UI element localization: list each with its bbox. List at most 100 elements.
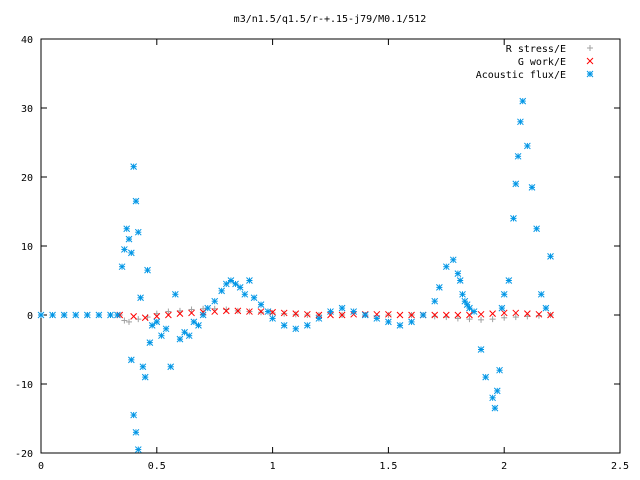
legend: R stress/E G work/E Acoustic flux/E xyxy=(476,44,594,81)
data-point xyxy=(257,301,265,309)
data-point xyxy=(350,308,358,315)
data-point xyxy=(385,310,392,318)
data-point xyxy=(373,315,381,322)
y-tick-label: -20 xyxy=(15,449,33,460)
y-tick-label: 0 xyxy=(27,311,33,322)
data-point xyxy=(408,311,415,319)
data-point xyxy=(477,346,485,353)
data-point xyxy=(126,318,133,325)
data-point xyxy=(482,373,490,381)
data-point xyxy=(501,314,508,321)
data-point xyxy=(257,308,265,315)
data-point xyxy=(338,304,346,312)
data-point xyxy=(396,311,404,319)
data-point xyxy=(466,304,473,312)
data-point xyxy=(134,228,142,236)
data-point xyxy=(137,294,144,302)
series-acoustic-flux-e xyxy=(37,97,554,453)
data-point xyxy=(246,277,253,284)
data-point xyxy=(435,284,443,291)
data-point xyxy=(176,307,183,314)
y-tick-label: 30 xyxy=(21,104,33,115)
x-tick-label: 0.5 xyxy=(148,461,166,472)
data-point xyxy=(524,310,531,317)
legend-marker xyxy=(586,70,594,78)
data-point xyxy=(139,363,147,371)
x-tick-label: 1 xyxy=(270,461,276,472)
data-point xyxy=(153,313,161,320)
data-point xyxy=(510,215,517,222)
data-point xyxy=(132,428,140,436)
data-point xyxy=(83,311,91,319)
data-point xyxy=(130,163,137,171)
data-point xyxy=(442,311,450,319)
data-point xyxy=(489,310,496,317)
data-point xyxy=(232,280,239,288)
data-point xyxy=(303,321,311,329)
x-tick-label: 2.5 xyxy=(611,461,629,472)
data-point xyxy=(477,310,485,318)
data-point xyxy=(211,297,219,305)
data-point xyxy=(519,97,527,105)
data-point xyxy=(456,277,464,284)
data-point xyxy=(303,310,311,318)
data-point xyxy=(165,311,172,319)
data-point xyxy=(280,309,288,317)
data-point xyxy=(127,249,135,257)
data-point xyxy=(144,266,151,274)
data-point xyxy=(134,446,142,453)
data-point xyxy=(338,311,346,319)
data-point xyxy=(292,310,300,317)
data-point xyxy=(498,304,506,312)
x-tick-label: 1.5 xyxy=(379,461,397,472)
data-point xyxy=(130,313,137,320)
data-point xyxy=(547,311,554,319)
data-point xyxy=(489,316,496,323)
data-point xyxy=(222,280,230,288)
data-point xyxy=(512,180,520,188)
data-point xyxy=(512,314,519,321)
data-point xyxy=(505,277,513,284)
series-g-work-e xyxy=(116,307,554,322)
data-point xyxy=(461,297,469,305)
data-point xyxy=(524,313,531,320)
data-point xyxy=(431,297,439,305)
data-point xyxy=(130,411,137,419)
data-point xyxy=(37,311,45,319)
data-point xyxy=(195,321,202,329)
y-tick-label: 40 xyxy=(21,35,33,46)
data-point xyxy=(49,311,56,319)
data-point xyxy=(241,290,249,298)
data-point xyxy=(542,304,550,312)
data-point xyxy=(181,328,188,336)
data-point xyxy=(466,316,473,323)
data-point xyxy=(442,263,450,271)
legend-label: G work/E xyxy=(518,57,566,68)
data-point xyxy=(95,311,103,319)
data-point xyxy=(162,325,170,333)
data-point xyxy=(528,183,536,191)
data-point xyxy=(396,321,404,329)
data-point xyxy=(493,387,501,395)
data-point xyxy=(234,307,242,315)
data-point xyxy=(132,197,140,205)
data-point xyxy=(167,363,175,371)
x-axis: 0 0.5 1 1.5 2 2.5 xyxy=(38,39,629,472)
data-point xyxy=(125,235,133,243)
data-point xyxy=(190,318,198,326)
data-point xyxy=(153,318,161,326)
data-point xyxy=(204,304,212,312)
y-axis: -20 -10 0 10 20 30 40 xyxy=(15,35,620,460)
series-layer xyxy=(37,97,554,453)
data-point xyxy=(459,290,466,298)
data-point xyxy=(121,246,128,253)
data-point xyxy=(431,311,439,319)
data-point xyxy=(107,311,114,319)
data-point xyxy=(264,308,272,315)
data-point xyxy=(141,314,149,322)
data-point xyxy=(408,318,415,326)
data-point xyxy=(489,394,496,402)
data-point xyxy=(227,277,235,284)
x-tick-label: 0 xyxy=(38,461,44,472)
